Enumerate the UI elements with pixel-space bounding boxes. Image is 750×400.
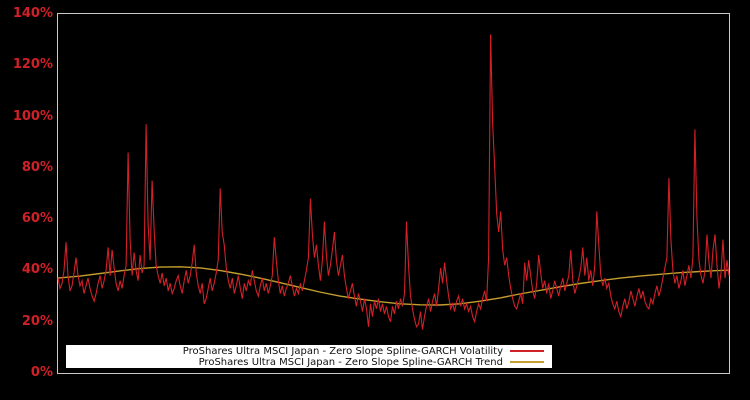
y-tick-label-40%: 40% bbox=[21, 262, 53, 278]
y-tick-label-60%: 60% bbox=[21, 211, 53, 227]
legend-label-volatility: ProShares Ultra MSCI Japan - Zero Slope … bbox=[182, 345, 503, 357]
y-tick-label-140%: 140% bbox=[12, 6, 53, 21]
y-tick-label-0%: 0% bbox=[30, 365, 53, 380]
legend: ProShares Ultra MSCI Japan - Zero Slope … bbox=[66, 345, 552, 368]
trend-line bbox=[57, 266, 730, 306]
plot-border bbox=[57, 13, 730, 374]
y-tick-label-20%: 20% bbox=[21, 313, 53, 329]
y-tick-label-120%: 120% bbox=[12, 57, 53, 73]
legend-label-trend: ProShares Ultra MSCI Japan - Zero Slope … bbox=[198, 356, 503, 368]
y-tick-label-80%: 80% bbox=[21, 159, 53, 175]
legend-item-volatility: ProShares Ultra MSCI Japan - Zero Slope … bbox=[66, 346, 552, 357]
legend-line-sample-volatility bbox=[510, 350, 544, 352]
legend-item-trend: ProShares Ultra MSCI Japan - Zero Slope … bbox=[66, 357, 552, 368]
volatility-line bbox=[57, 34, 730, 330]
y-tick-label-100%: 100% bbox=[12, 108, 53, 124]
legend-line-sample-trend bbox=[510, 361, 544, 363]
